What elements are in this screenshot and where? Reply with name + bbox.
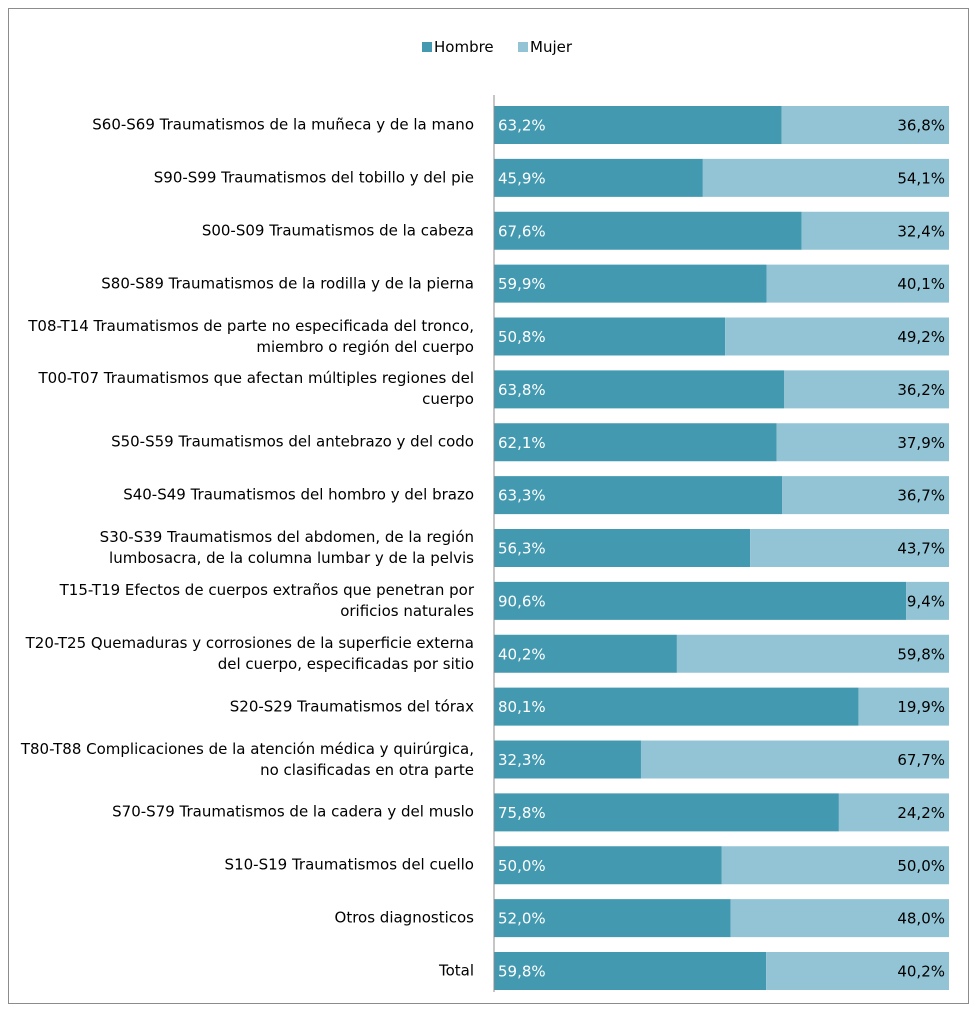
- bar-segment: [494, 740, 641, 779]
- category-label: S40-S49 Traumatismos del hombro y del br…: [123, 485, 474, 504]
- value-label: 63,3%: [498, 487, 546, 505]
- category-label: T20-T25 Quemaduras y corrosiones de la s…: [25, 633, 474, 673]
- value-label: 48,0%: [897, 910, 945, 928]
- legend-label: Hombre: [434, 38, 494, 56]
- bar-segment: [494, 158, 703, 197]
- category-label: S50-S59 Traumatismos del antebrazo y del…: [111, 432, 474, 451]
- category-label: Total: [438, 961, 474, 980]
- value-label: 67,7%: [897, 751, 945, 769]
- bar-segment: [906, 581, 949, 620]
- bar-segment: [494, 106, 782, 144]
- category-label: S60-S69 Traumatismos de la muñeca y de l…: [92, 115, 474, 134]
- value-label: 43,7%: [897, 540, 945, 558]
- value-label: 75,8%: [498, 804, 546, 822]
- value-label: 45,9%: [498, 169, 546, 187]
- category-label: S20-S29 Traumatismos del tórax: [229, 697, 474, 716]
- bar-segment: [784, 370, 949, 409]
- value-label: 50,8%: [498, 328, 546, 346]
- value-label: 63,8%: [498, 381, 546, 399]
- bar-segment: [494, 264, 767, 303]
- value-label: 32,4%: [897, 222, 945, 240]
- value-label: 52,0%: [498, 910, 546, 928]
- value-label: 9,4%: [907, 592, 945, 610]
- value-label: 49,2%: [897, 328, 945, 346]
- bar-segment: [494, 793, 839, 832]
- bar-segment: [494, 423, 777, 462]
- bar-segment: [494, 687, 859, 726]
- value-label: 40,2%: [897, 963, 945, 981]
- bar-segment: [781, 106, 949, 144]
- bar-segment: [494, 317, 726, 356]
- bar-segment: [494, 211, 802, 250]
- bar-segment: [494, 581, 907, 620]
- category-label: S70-S79 Traumatismos de la cadera y del …: [112, 802, 474, 821]
- category-label: T80-T88 Complicaciones de la atención mé…: [20, 739, 474, 779]
- value-label: 50,0%: [498, 857, 546, 875]
- bar-segment: [702, 158, 949, 197]
- value-label: 90,6%: [498, 592, 546, 610]
- bar-segment: [494, 952, 767, 990]
- value-label: 36,8%: [897, 117, 945, 135]
- value-label: 56,3%: [498, 540, 546, 558]
- bar-segment: [494, 634, 677, 673]
- category-label: T15-T19 Efectos de cuerpos extraños que …: [59, 580, 474, 620]
- chart-frame: [8, 8, 969, 1004]
- bar-segment: [782, 476, 949, 515]
- value-label: 62,1%: [498, 434, 546, 452]
- category-label: S00-S09 Traumatismos de la cabeza: [201, 221, 474, 240]
- legend-swatch: [422, 42, 432, 52]
- value-label: 59,8%: [897, 645, 945, 663]
- bar-segment: [750, 529, 949, 567]
- bar-segment: [801, 211, 949, 250]
- bar-segment: [640, 740, 949, 779]
- bar-segment: [676, 634, 949, 673]
- legend-swatch: [518, 42, 528, 52]
- value-label: 37,9%: [897, 434, 945, 452]
- category-label: S90-S99 Traumatismos del tobillo y del p…: [153, 168, 474, 187]
- value-label: 54,1%: [897, 169, 945, 187]
- bar-segment: [494, 476, 783, 515]
- category-label: S10-S19 Traumatismos del cuello: [224, 855, 474, 874]
- bar-segment: [494, 529, 751, 567]
- value-label: 36,7%: [897, 487, 945, 505]
- category-label: T00-T07 Traumatismos que afectan múltipl…: [38, 369, 475, 409]
- value-label: 36,2%: [897, 381, 945, 399]
- bar-segment: [776, 423, 949, 462]
- bar-segment: [494, 899, 731, 938]
- bar-segment: [721, 846, 949, 885]
- value-label: 67,6%: [498, 222, 546, 240]
- legend-label: Mujer: [530, 38, 573, 56]
- value-label: 40,1%: [897, 275, 945, 293]
- value-label: 24,2%: [897, 804, 945, 822]
- bar-segment: [766, 264, 949, 303]
- bar-segment: [766, 952, 949, 990]
- bar-segment: [725, 317, 949, 356]
- bar-segment: [494, 370, 785, 409]
- value-label: 40,2%: [498, 645, 546, 663]
- category-label: T08-T14 Traumatismos de parte no especif…: [28, 316, 474, 356]
- value-label: 63,2%: [498, 117, 546, 135]
- value-label: 59,8%: [498, 963, 546, 981]
- bar-segment: [730, 899, 949, 938]
- bar-segment: [838, 793, 949, 832]
- category-label: S30-S39 Traumatismos del abdomen, de la …: [99, 528, 474, 567]
- bar-segment: [858, 687, 949, 726]
- value-label: 59,9%: [498, 275, 546, 293]
- value-label: 50,0%: [897, 857, 945, 875]
- category-label: Otros diagnosticos: [334, 908, 474, 927]
- value-label: 32,3%: [498, 751, 546, 769]
- bar-segment: [494, 846, 722, 885]
- category-label: S80-S89 Traumatismos de la rodilla y de …: [101, 274, 474, 293]
- value-label: 80,1%: [498, 698, 546, 716]
- value-label: 19,9%: [897, 698, 945, 716]
